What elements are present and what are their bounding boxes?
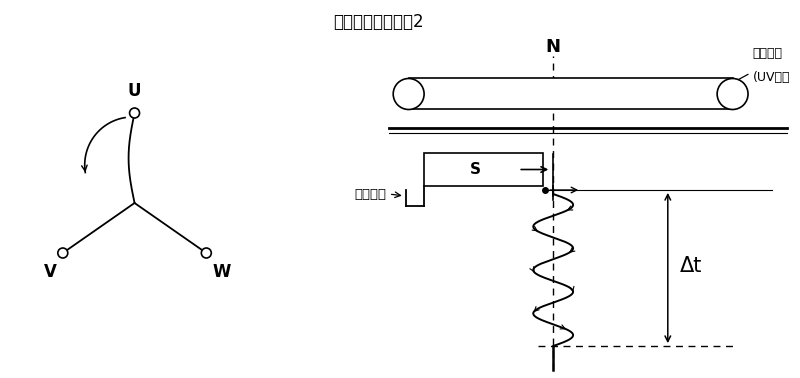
Circle shape bbox=[202, 248, 211, 258]
Text: W: W bbox=[212, 263, 230, 281]
Circle shape bbox=[717, 79, 748, 110]
Circle shape bbox=[58, 248, 68, 258]
Bar bbox=[424, 153, 543, 186]
Bar bbox=[409, 79, 733, 110]
Text: N: N bbox=[546, 38, 561, 56]
Text: (UV间）: (UV间） bbox=[753, 71, 790, 84]
Text: Δt: Δt bbox=[680, 256, 702, 276]
Circle shape bbox=[394, 79, 424, 110]
Text: 转子磁极: 转子磁极 bbox=[354, 187, 386, 200]
Circle shape bbox=[130, 108, 139, 118]
Text: S: S bbox=[470, 162, 481, 177]
Text: 二相线圈: 二相线圈 bbox=[753, 47, 782, 60]
Text: 同步化方法的原理2: 同步化方法的原理2 bbox=[334, 13, 424, 31]
Text: U: U bbox=[128, 82, 142, 100]
Text: V: V bbox=[44, 263, 58, 281]
